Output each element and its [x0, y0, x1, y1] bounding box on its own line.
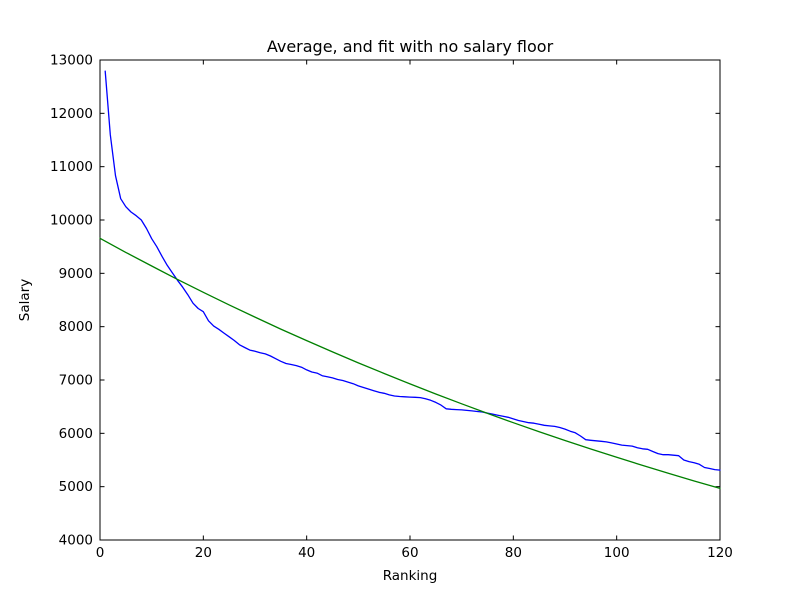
y-tick-labels: 4000 5000 6000 7000 8000 9000 10000 11000 12000 1…: [50, 53, 93, 549]
y-axis-label: Salary: [17, 279, 33, 321]
x-tick-label: 0: [96, 545, 105, 561]
y-tick-label: 8000: [59, 319, 93, 335]
x-tick-label: 120: [707, 545, 733, 561]
series-line-exponential-fit-no-salary-floor: [99, 237, 721, 490]
x-tick-label: 100: [604, 545, 630, 561]
y-tick-label: 7000: [59, 373, 93, 389]
y-tick-label: 11000: [50, 159, 93, 175]
axis-ticks: [99, 59, 721, 541]
x-tick-label: 80: [505, 545, 522, 561]
data-series: [99, 70, 721, 490]
chart-title: Average, and fit with no salary floor: [267, 37, 554, 56]
series-line-average-salary-by-ranking: [104, 70, 721, 471]
y-tick-label: 10000: [50, 213, 93, 229]
y-tick-label: 5000: [59, 479, 93, 495]
x-tick-label: 40: [298, 545, 315, 561]
x-tick-label: 20: [195, 545, 212, 561]
y-tick-label: 13000: [50, 53, 93, 69]
plot-frame: [99, 59, 721, 541]
y-tick-label: 9000: [59, 266, 93, 282]
y-tick-label: 4000: [59, 533, 93, 549]
x-axis-label: Ranking: [383, 568, 438, 584]
x-tick-labels: 0 20 40 60 80 100 120: [96, 545, 733, 561]
y-tick-label: 6000: [59, 426, 93, 442]
y-tick-label: 12000: [50, 106, 93, 122]
x-tick-label: 60: [401, 545, 418, 561]
